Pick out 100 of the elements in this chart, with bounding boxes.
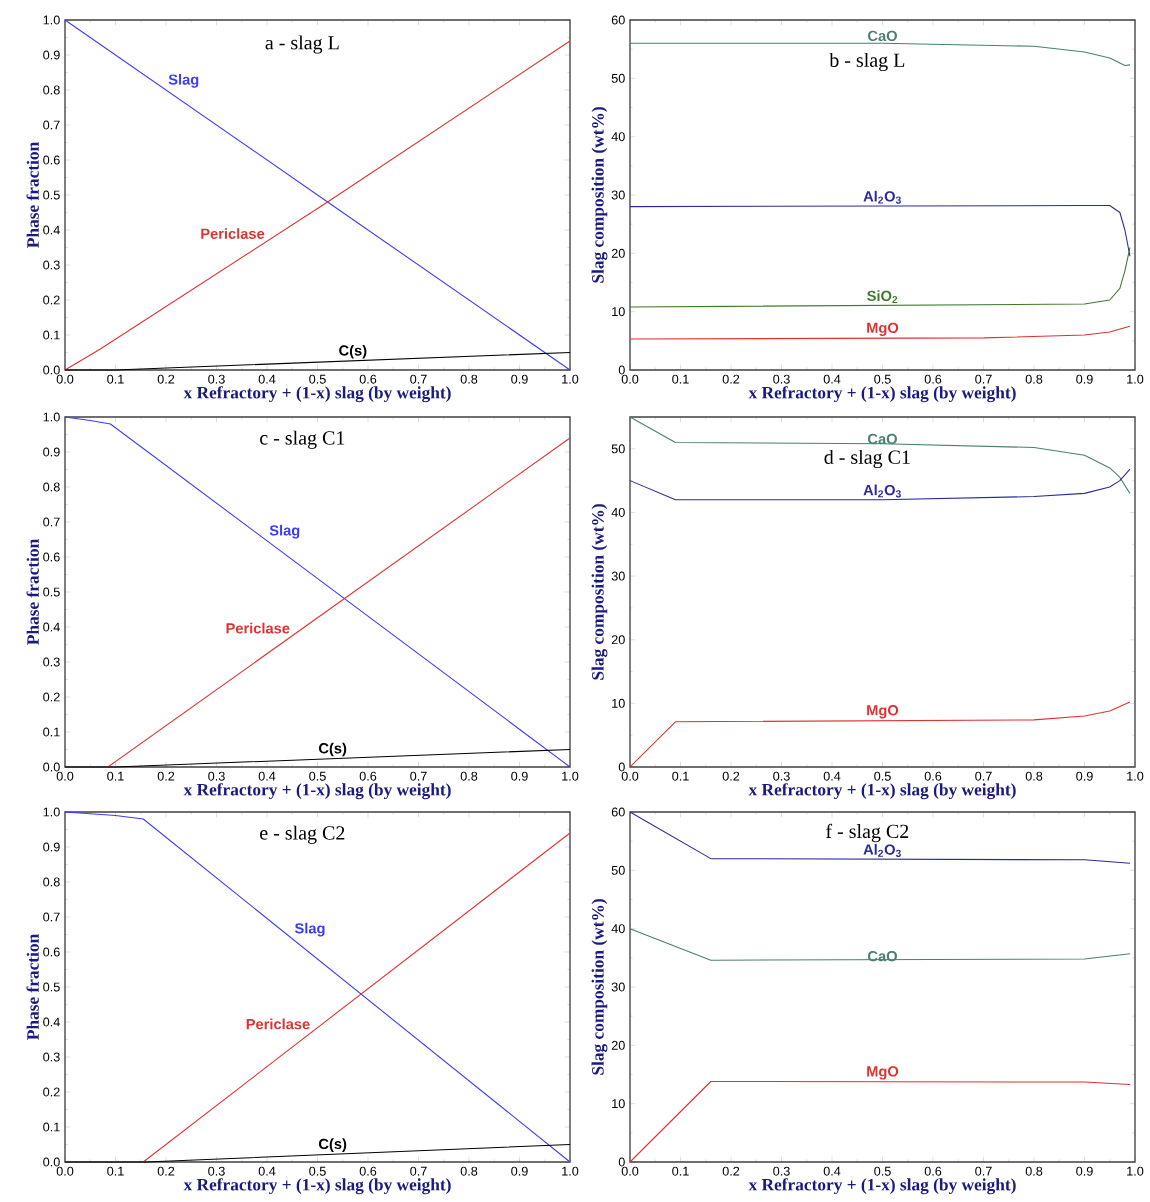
x-tick-label: 0.6 bbox=[359, 374, 377, 384]
line-series bbox=[629, 811, 1131, 864]
y-tick-label: 0.7 bbox=[43, 517, 60, 527]
x-tick-label: 0.4 bbox=[258, 1166, 276, 1176]
x-tick-label: 0.9 bbox=[511, 771, 528, 781]
x-tick-label: 0.0 bbox=[56, 771, 74, 781]
x-tick-label: 0.7 bbox=[975, 374, 992, 384]
series-label: Periclase bbox=[246, 1018, 310, 1030]
y-tick-label: 0.7 bbox=[43, 912, 60, 922]
series-label: SiO$_{2}$ bbox=[867, 290, 898, 304]
text: b - slag L bbox=[829, 52, 905, 72]
x-tick-label: 0.9 bbox=[511, 374, 528, 384]
x-tick-label: 0.6 bbox=[924, 1166, 942, 1176]
text: e - slag C2 bbox=[260, 825, 345, 844]
y-tick-label: 50 bbox=[611, 865, 625, 875]
x-tick-label: 0.3 bbox=[208, 374, 225, 384]
y-tick-label: 30 bbox=[611, 571, 625, 581]
x-tick-label: 0.5 bbox=[874, 1166, 891, 1176]
x-tick-label: 0.2 bbox=[157, 374, 175, 384]
x-tick-label: 0.8 bbox=[460, 1166, 478, 1176]
line-series bbox=[64, 811, 571, 1163]
x-tick-label: 0.2 bbox=[157, 1166, 175, 1176]
line-series bbox=[629, 468, 1131, 501]
x-axis-title: x Refractory + (1-x) slag (by weight) bbox=[748, 783, 1016, 800]
x-tick-label: 0.9 bbox=[1076, 771, 1093, 781]
series-label: C(s) bbox=[319, 742, 347, 757]
y-tick-label: 1.0 bbox=[43, 807, 60, 817]
x-tick-label: 1.0 bbox=[562, 374, 579, 384]
x-tick-label: 1.0 bbox=[1127, 374, 1144, 384]
y-tick-label: 10 bbox=[612, 307, 625, 317]
x-tick-label: 0.2 bbox=[157, 771, 175, 781]
x-tick-label: 0.6 bbox=[359, 771, 377, 781]
x-tick-label: 0.4 bbox=[258, 374, 276, 384]
x-tick-label: 0.4 bbox=[823, 1166, 841, 1176]
y-axis-title: Slag composition (wt%) bbox=[591, 504, 608, 680]
x-axis-title: x Refractory + (1-x) slag (by weight) bbox=[748, 386, 1016, 403]
y-axis-title: Slag composition (wt%) bbox=[591, 107, 608, 283]
y-tick-label: 40 bbox=[611, 924, 625, 934]
x-tick-label: 0.9 bbox=[511, 1166, 528, 1176]
y-tick-label: 40 bbox=[611, 132, 625, 142]
y-tick-label: 0 bbox=[618, 762, 625, 772]
y-tick-label: 50 bbox=[611, 444, 625, 454]
series-label: MgO bbox=[867, 322, 899, 336]
y-axis-title: Phase fraction bbox=[26, 142, 39, 248]
y-tick-label: 0.4 bbox=[43, 225, 60, 235]
series-label: Al$_{2}$O$_{3}$ bbox=[863, 484, 901, 498]
x-tick-label: 0.5 bbox=[874, 374, 891, 384]
x-tick-label: 0.0 bbox=[56, 374, 74, 384]
y-tick-label: 0.5 bbox=[43, 982, 60, 992]
series-label: CaO bbox=[868, 433, 897, 445]
text: a - slag L bbox=[265, 35, 339, 54]
x-tick-label: 0.5 bbox=[309, 374, 326, 384]
y-tick-label: 0.8 bbox=[43, 85, 60, 95]
x-tick-label: 0.8 bbox=[460, 771, 478, 781]
line-series bbox=[629, 701, 1131, 768]
y-tick-label: 0.2 bbox=[43, 692, 60, 702]
x-tick-label: 0.1 bbox=[672, 374, 689, 384]
y-tick-label: 0.1 bbox=[43, 727, 60, 737]
x-tick-label: 1.0 bbox=[562, 771, 579, 781]
series-label: CaO bbox=[868, 950, 897, 962]
text: c - slag C1 bbox=[260, 430, 345, 449]
x-tick-label: 0.8 bbox=[1025, 771, 1043, 781]
y-tick-label: 20 bbox=[611, 635, 625, 645]
y-tick-label: 0.9 bbox=[43, 447, 60, 457]
x-tick-label: 0.8 bbox=[1025, 1166, 1043, 1176]
line-series bbox=[629, 204, 1131, 257]
y-tick-label: 1.0 bbox=[43, 412, 60, 422]
x-tick-label: 0.7 bbox=[975, 771, 992, 781]
series-label: Slag bbox=[168, 73, 199, 88]
y-tick-label: 10 bbox=[612, 1099, 625, 1109]
x-tick-label: 0.4 bbox=[823, 374, 841, 384]
y-tick-label: 30 bbox=[611, 190, 625, 200]
y-tick-label: 0.0 bbox=[43, 762, 60, 772]
y-tick-label: 0.6 bbox=[43, 947, 60, 957]
x-tick-label: 0.6 bbox=[359, 1166, 377, 1176]
y-tick-label: 0.7 bbox=[43, 120, 60, 130]
series-label: Slag bbox=[294, 922, 325, 937]
series-label: Periclase bbox=[226, 622, 290, 634]
line-series bbox=[629, 928, 1131, 961]
x-tick-label: 0.7 bbox=[410, 771, 427, 781]
y-tick-label: 10 bbox=[612, 698, 625, 708]
x-tick-label: 0.8 bbox=[1025, 374, 1043, 384]
x-tick-label: 0.4 bbox=[258, 771, 276, 781]
y-tick-label: 0.3 bbox=[43, 260, 60, 270]
series-label: Periclase bbox=[201, 228, 265, 239]
y-tick-label: 0.1 bbox=[43, 330, 60, 340]
x-tick-label: 0.2 bbox=[722, 1166, 740, 1176]
y-tick-label: 1.0 bbox=[43, 15, 60, 25]
x-axis-title: x Refractory + (1-x) slag (by weight) bbox=[183, 386, 451, 403]
x-tick-label: 0.6 bbox=[924, 771, 942, 781]
y-tick-label: 0.6 bbox=[43, 155, 60, 165]
y-tick-label: 50 bbox=[611, 73, 625, 83]
series-label: MgO bbox=[867, 1066, 899, 1080]
x-tick-label: 0.3 bbox=[208, 1166, 225, 1176]
x-tick-label: 1.0 bbox=[1127, 1166, 1144, 1176]
y-tick-label: 0 bbox=[618, 1157, 625, 1167]
x-tick-label: 1.0 bbox=[562, 1166, 579, 1176]
y-tick-label: 60 bbox=[611, 807, 625, 817]
x-tick-label: 0.3 bbox=[773, 374, 790, 384]
y-tick-label: 0.3 bbox=[43, 657, 60, 667]
